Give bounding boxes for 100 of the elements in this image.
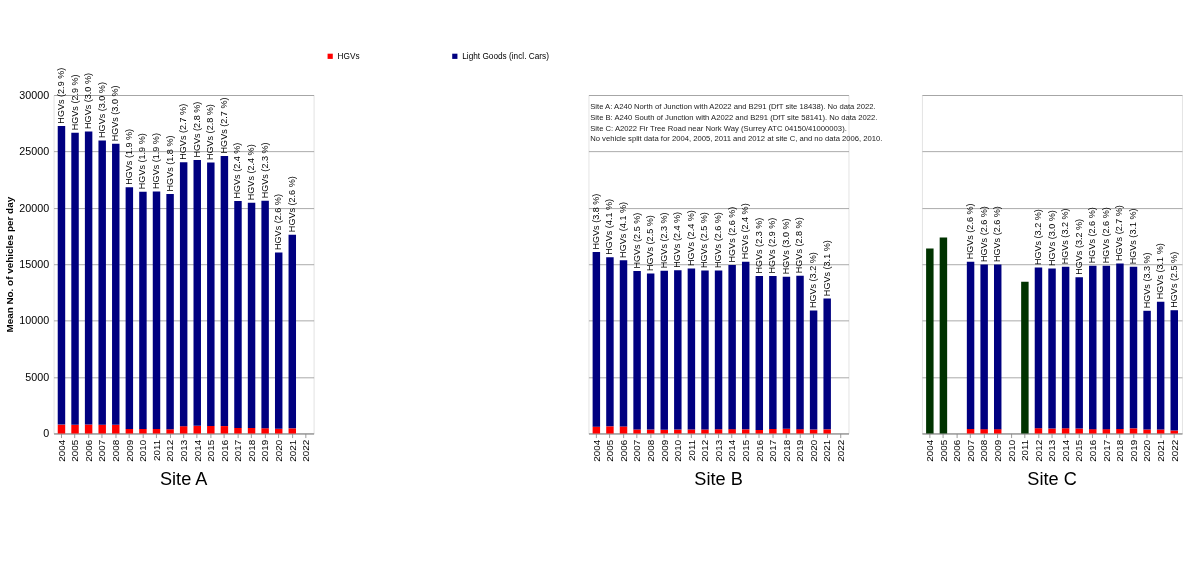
bar [646,429,655,434]
annotation: HGVs (2.5 %) [699,212,710,269]
y-tick-label: 15000 [19,258,50,271]
annotation: HGVs (3.0 %) [110,85,121,142]
x-tick-label: 2022 [300,439,312,462]
x-tick-label: 2017 [232,439,244,462]
x-tick-label: 2016 [218,439,230,462]
bar [646,273,655,430]
annotation: HGVs (2.6 %) [1100,207,1111,264]
x-tick-label: 2010 [137,439,149,462]
annotation: HGVs (3.3 %) [1141,252,1152,309]
annotation: HGVs (2.6 %) [965,203,976,260]
x-tick-label: 2016 [753,439,765,462]
x-tick-label: 2012 [699,439,711,462]
bar [674,270,682,430]
bar [207,162,215,426]
bar [809,310,818,430]
annotation: HGVs (2.4 %) [685,210,696,267]
bar [1116,263,1124,429]
x-tick-label: 2011 [150,439,162,461]
annotation: HGVs (2.6 %) [286,176,297,233]
x-tick-label: 2008 [978,439,990,462]
bar [966,261,975,430]
bar [796,275,804,430]
annotation: HGVs (2.6 %) [726,206,737,263]
bar [993,264,1002,430]
annotation: HGVs (2.7 %) [1114,205,1125,262]
bar [288,234,297,429]
x-tick-label: 2015 [205,439,217,462]
bar [247,428,256,434]
bar [660,270,668,430]
bar [687,429,696,434]
x-tick-label: 2021 [821,439,833,462]
annotation: HGVs (3.2 %) [1032,209,1043,266]
annotation: HGVs (1.9 %) [150,133,161,189]
bar [755,276,764,430]
bar [660,429,668,434]
x-tick-label: 2009 [992,439,1004,462]
y-tick-label: 25000 [19,145,50,158]
x-tick-label: 2015 [740,439,752,462]
bar [84,424,93,434]
annotation: HGVs (3.1 %) [1155,243,1166,300]
y-tick-label: 20000 [19,201,50,214]
annotation: HGVs (3.1 %) [1127,208,1138,265]
bar [823,298,831,430]
bar [1061,428,1070,434]
bar [220,426,229,434]
bar [1129,266,1138,429]
bar [619,260,628,427]
annotation: HGVs (2.6 %) [978,206,989,263]
x-tick-label: 2010 [672,439,684,462]
bar [633,271,641,430]
bar [1089,429,1097,434]
bar [57,424,66,434]
x-tick-label: 2004 [55,439,67,462]
bar [247,202,256,428]
annotation: HGVs (2.6 %) [1087,207,1098,264]
bar [152,191,161,429]
annotation: HGVs (1.9 %) [123,128,134,185]
bar [139,428,147,434]
bar [755,429,764,434]
bar [288,428,297,434]
x-tick-label: 2009 [658,439,670,462]
bar [926,248,934,434]
x-tick-label: 2015 [1073,439,1085,462]
bar [769,276,777,430]
annotation: HGVs (2.8 %) [191,101,202,158]
bar [769,429,777,434]
bar [1129,428,1138,434]
y-tick-label: 5000 [25,370,50,383]
bar [1034,428,1043,434]
x-tick-label: 2013 [712,439,724,462]
annotation: HGVs (2.9 %) [69,74,80,131]
y-axis-title: Mean No. of vehicles per day [4,196,16,333]
bar [1034,267,1043,429]
annotation: HGVs (3.8 %) [590,193,601,250]
bar [220,155,229,427]
annotation: HGVs (3.0 %) [1046,210,1057,267]
bar [71,132,79,425]
annotation: HGVs (2.6 %) [273,194,284,250]
bar [980,429,988,434]
bar [179,426,188,434]
bar [939,237,948,434]
bar [796,429,804,434]
annotation: HGVs (2.8 %) [794,217,805,274]
x-tick-label: 2021 [1154,439,1166,462]
x-tick-label: 2020 [807,439,819,462]
annotation: HGVs (2.4 %) [246,144,257,201]
bar [274,252,283,429]
x-tick-label: 2011 [685,439,697,461]
bar [261,428,269,434]
annotation: No vehicle split data for 2004, 2005, 2011 and 2012 at site C, and no data 2006, 2010. [590,134,883,144]
x-tick-label: 2007 [631,439,643,462]
x-tick-label: 2014 [726,439,738,462]
bar [741,261,750,430]
bar [782,276,791,429]
annotation: HGVs (2.5 %) [645,215,656,272]
bar [701,270,709,430]
x-tick-label: 2017 [767,439,779,462]
bar [98,424,106,434]
